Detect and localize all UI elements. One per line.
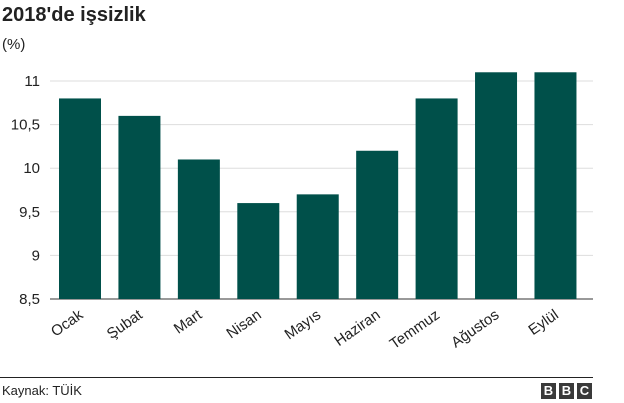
x-tick-label: Haziran [331, 306, 383, 350]
source-label: Kaynak: TÜİK [2, 383, 82, 398]
x-tick-label: Temmuz [387, 306, 443, 352]
x-tick-label: Mart [171, 306, 206, 338]
y-tick-label: 11 [24, 73, 40, 90]
y-tick-label: 9,5 [19, 204, 40, 221]
chart-title: 2018'de işsizlik [2, 4, 146, 26]
bar [59, 98, 101, 299]
bbc-logo: B B C [541, 383, 592, 399]
bar [296, 194, 339, 299]
y-axis-unit-label: (%) [2, 36, 26, 53]
y-tick-label: 10,5 [11, 117, 40, 134]
bar-chart: 8,5 9 9,5 10 10,5 11 Ocak Şubat Mart Nisan Mayıs Ha… [11, 72, 593, 353]
bar [475, 72, 518, 299]
bar [415, 98, 458, 299]
x-tick-label: Ağustos [448, 306, 502, 351]
y-tick-label: 8,5 [19, 291, 40, 308]
bar [534, 72, 577, 299]
bbc-logo-letter: B [559, 383, 574, 399]
x-tick-label: Mayıs [281, 306, 324, 343]
bar [177, 159, 220, 299]
x-tick-label: Şubat [104, 306, 147, 343]
bar [237, 203, 280, 299]
bbc-logo-letter: B [541, 383, 556, 399]
bbc-logo-letter: C [577, 383, 592, 399]
bar [118, 115, 161, 299]
x-tick-label: Ocak [48, 306, 87, 340]
footer-divider [0, 377, 593, 378]
x-tick-label: Nisan [223, 306, 264, 342]
bar [356, 150, 399, 299]
y-tick-label: 10 [23, 160, 40, 177]
x-tick-label: Eylül [525, 306, 561, 339]
y-tick-label: 9 [32, 247, 40, 264]
